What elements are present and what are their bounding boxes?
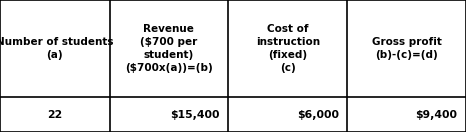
Text: Gross profit
(b)-(c)=(d): Gross profit (b)-(c)=(d) xyxy=(372,37,441,60)
Text: Cost of
instruction
(fixed)
(c): Cost of instruction (fixed) (c) xyxy=(256,24,320,73)
Text: $9,400: $9,400 xyxy=(416,110,458,119)
Text: $15,400: $15,400 xyxy=(171,110,220,119)
Text: $6,000: $6,000 xyxy=(297,110,339,119)
Text: Number of students
(a): Number of students (a) xyxy=(0,37,114,60)
Text: 22: 22 xyxy=(47,110,62,119)
Text: Revenue
($700 per
student)
($700x(a))=(b): Revenue ($700 per student) ($700x(a))=(b… xyxy=(125,24,213,73)
